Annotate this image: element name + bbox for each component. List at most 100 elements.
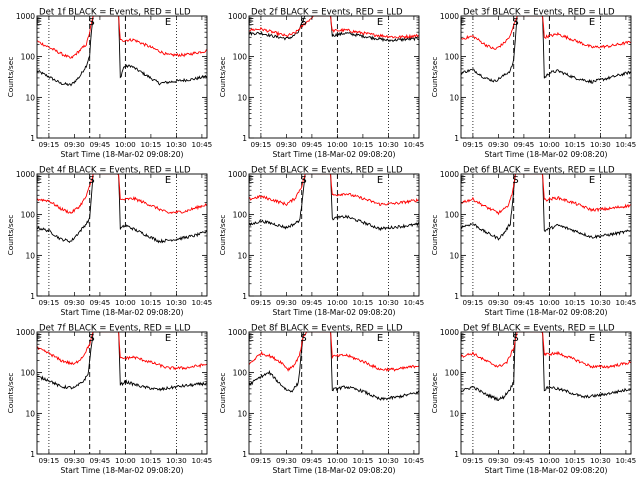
series-events-line (249, 174, 419, 232)
x-axis-label: Start Time (18-Mar-02 09:08:20) (484, 308, 607, 317)
marker-s: S (512, 17, 518, 28)
marker-e: E (36, 333, 42, 344)
x-tick-label: 10:45 (192, 140, 213, 149)
marker-s: S (300, 333, 306, 344)
x-tick-label: 10:45 (404, 140, 425, 149)
x-tick-label: 10:00 (327, 140, 348, 149)
x-tick-label: 09:30 (488, 456, 509, 465)
plot-frame (460, 173, 632, 297)
x-tick-label: 10:45 (192, 298, 213, 307)
x-tick-label: 10:15 (565, 298, 586, 307)
y-tick-label: 100 (21, 53, 36, 62)
panel-5: Det 5f BLACK = Events, RED = LLD 1 10 100 10… (218, 166, 424, 318)
y-tick-label: 10 (449, 409, 459, 418)
series-lld-line (249, 174, 419, 207)
y-tick-label: 100 (21, 211, 36, 220)
series-lld-line (461, 332, 631, 369)
series-events-line (461, 174, 631, 241)
series-events-line (461, 16, 631, 84)
y-tick-label: 1000 (16, 328, 35, 337)
x-tick-label: 09:45 (302, 456, 323, 465)
panel-6: Det 6f BLACK = Events, RED = LLD 1 10 100 10… (430, 166, 636, 318)
marker-e: E (165, 175, 171, 186)
plot-frame (248, 15, 420, 139)
x-tick-label: 10:15 (565, 140, 586, 149)
x-tick-label: 09:30 (276, 140, 297, 149)
panel-2: Det 2f BLACK = Events, RED = LLD 1 10 100 10… (218, 8, 424, 160)
marker-e: E (589, 17, 595, 28)
y-axis-label: Counts/sec (430, 215, 439, 256)
plot-frame (36, 173, 208, 297)
series-events-line (37, 16, 207, 87)
marker-e: E (377, 175, 383, 186)
marker-e: E (36, 175, 42, 186)
y-tick-label: 1 (454, 134, 459, 143)
y-tick-label: 1000 (440, 12, 459, 21)
marker-e: E (377, 333, 383, 344)
series-group (249, 16, 419, 43)
marker-e: E (36, 17, 42, 28)
y-axis-label: Counts/sec (6, 215, 15, 256)
x-tick-label: 09:45 (90, 298, 111, 307)
marker-s: S (300, 175, 306, 186)
series-lld-line (461, 16, 631, 50)
y-axis-label: Counts/sec (430, 373, 439, 414)
series-lld-line (37, 174, 207, 215)
x-tick-label: 10:00 (327, 456, 348, 465)
series-group (37, 332, 207, 392)
y-tick-label: 1000 (16, 12, 35, 21)
x-tick-label: 10:45 (404, 456, 425, 465)
x-tick-label: 10:45 (616, 140, 637, 149)
series-group (249, 174, 419, 232)
x-tick-label: 10:00 (115, 140, 136, 149)
series-events-line (249, 332, 419, 401)
series-events-line (461, 332, 631, 402)
x-axis-label: Start Time (18-Mar-02 09:08:20) (272, 308, 395, 317)
marker-s: S (512, 333, 518, 344)
x-tick-label: 09:30 (64, 140, 85, 149)
panel-8: Det 8f BLACK = Events, RED = LLD 1 10 100 10… (218, 324, 424, 476)
y-tick-label: 100 (445, 53, 460, 62)
x-tick-label: 10:00 (327, 298, 348, 307)
x-tick-label: 10:15 (141, 140, 162, 149)
series-group (461, 174, 631, 241)
series-events-line (37, 174, 207, 244)
x-axis-label: Start Time (18-Mar-02 09:08:20) (60, 466, 183, 475)
plot-frame (248, 331, 420, 455)
x-tick-label: 09:30 (488, 298, 509, 307)
series-lld-line (249, 16, 419, 40)
x-tick-label: 10:15 (353, 298, 374, 307)
x-tick-label: 09:30 (488, 140, 509, 149)
x-tick-label: 09:15 (251, 140, 272, 149)
x-tick-label: 10:30 (378, 140, 399, 149)
marker-e: E (589, 333, 595, 344)
y-tick-label: 10 (25, 409, 35, 418)
panel-title: Det 4f BLACK = Events, RED = LLD (39, 166, 191, 176)
x-tick-label: 09:15 (39, 140, 60, 149)
panel-4: Det 4f BLACK = Events, RED = LLD 1 10 100 10… (6, 166, 212, 318)
x-tick-label: 10:15 (141, 456, 162, 465)
x-tick-label: 10:30 (590, 456, 611, 465)
x-tick-label: 10:00 (539, 298, 560, 307)
x-tick-label: 10:45 (404, 298, 425, 307)
marker-e: E (248, 333, 254, 344)
x-tick-label: 09:15 (251, 298, 272, 307)
series-events-line (37, 332, 207, 392)
marker-s: S (300, 17, 306, 28)
x-tick-label: 10:15 (353, 140, 374, 149)
marker-e: E (248, 175, 254, 186)
x-tick-label: 09:30 (276, 456, 297, 465)
y-tick-label: 1 (242, 134, 247, 143)
y-tick-label: 10 (449, 251, 459, 260)
y-axis-label: Counts/sec (6, 373, 15, 414)
x-tick-label: 10:15 (565, 456, 586, 465)
x-tick-label: 10:45 (192, 456, 213, 465)
x-axis-label: Start Time (18-Mar-02 09:08:20) (484, 466, 607, 475)
series-lld-line (249, 332, 419, 373)
x-tick-label: 10:00 (539, 140, 560, 149)
panel-9: Det 9f BLACK = Events, RED = LLD 1 10 100 10… (430, 324, 636, 476)
y-tick-label: 10 (237, 409, 247, 418)
x-tick-label: 09:15 (463, 456, 484, 465)
panel-title: Det 5f BLACK = Events, RED = LLD (251, 166, 403, 176)
